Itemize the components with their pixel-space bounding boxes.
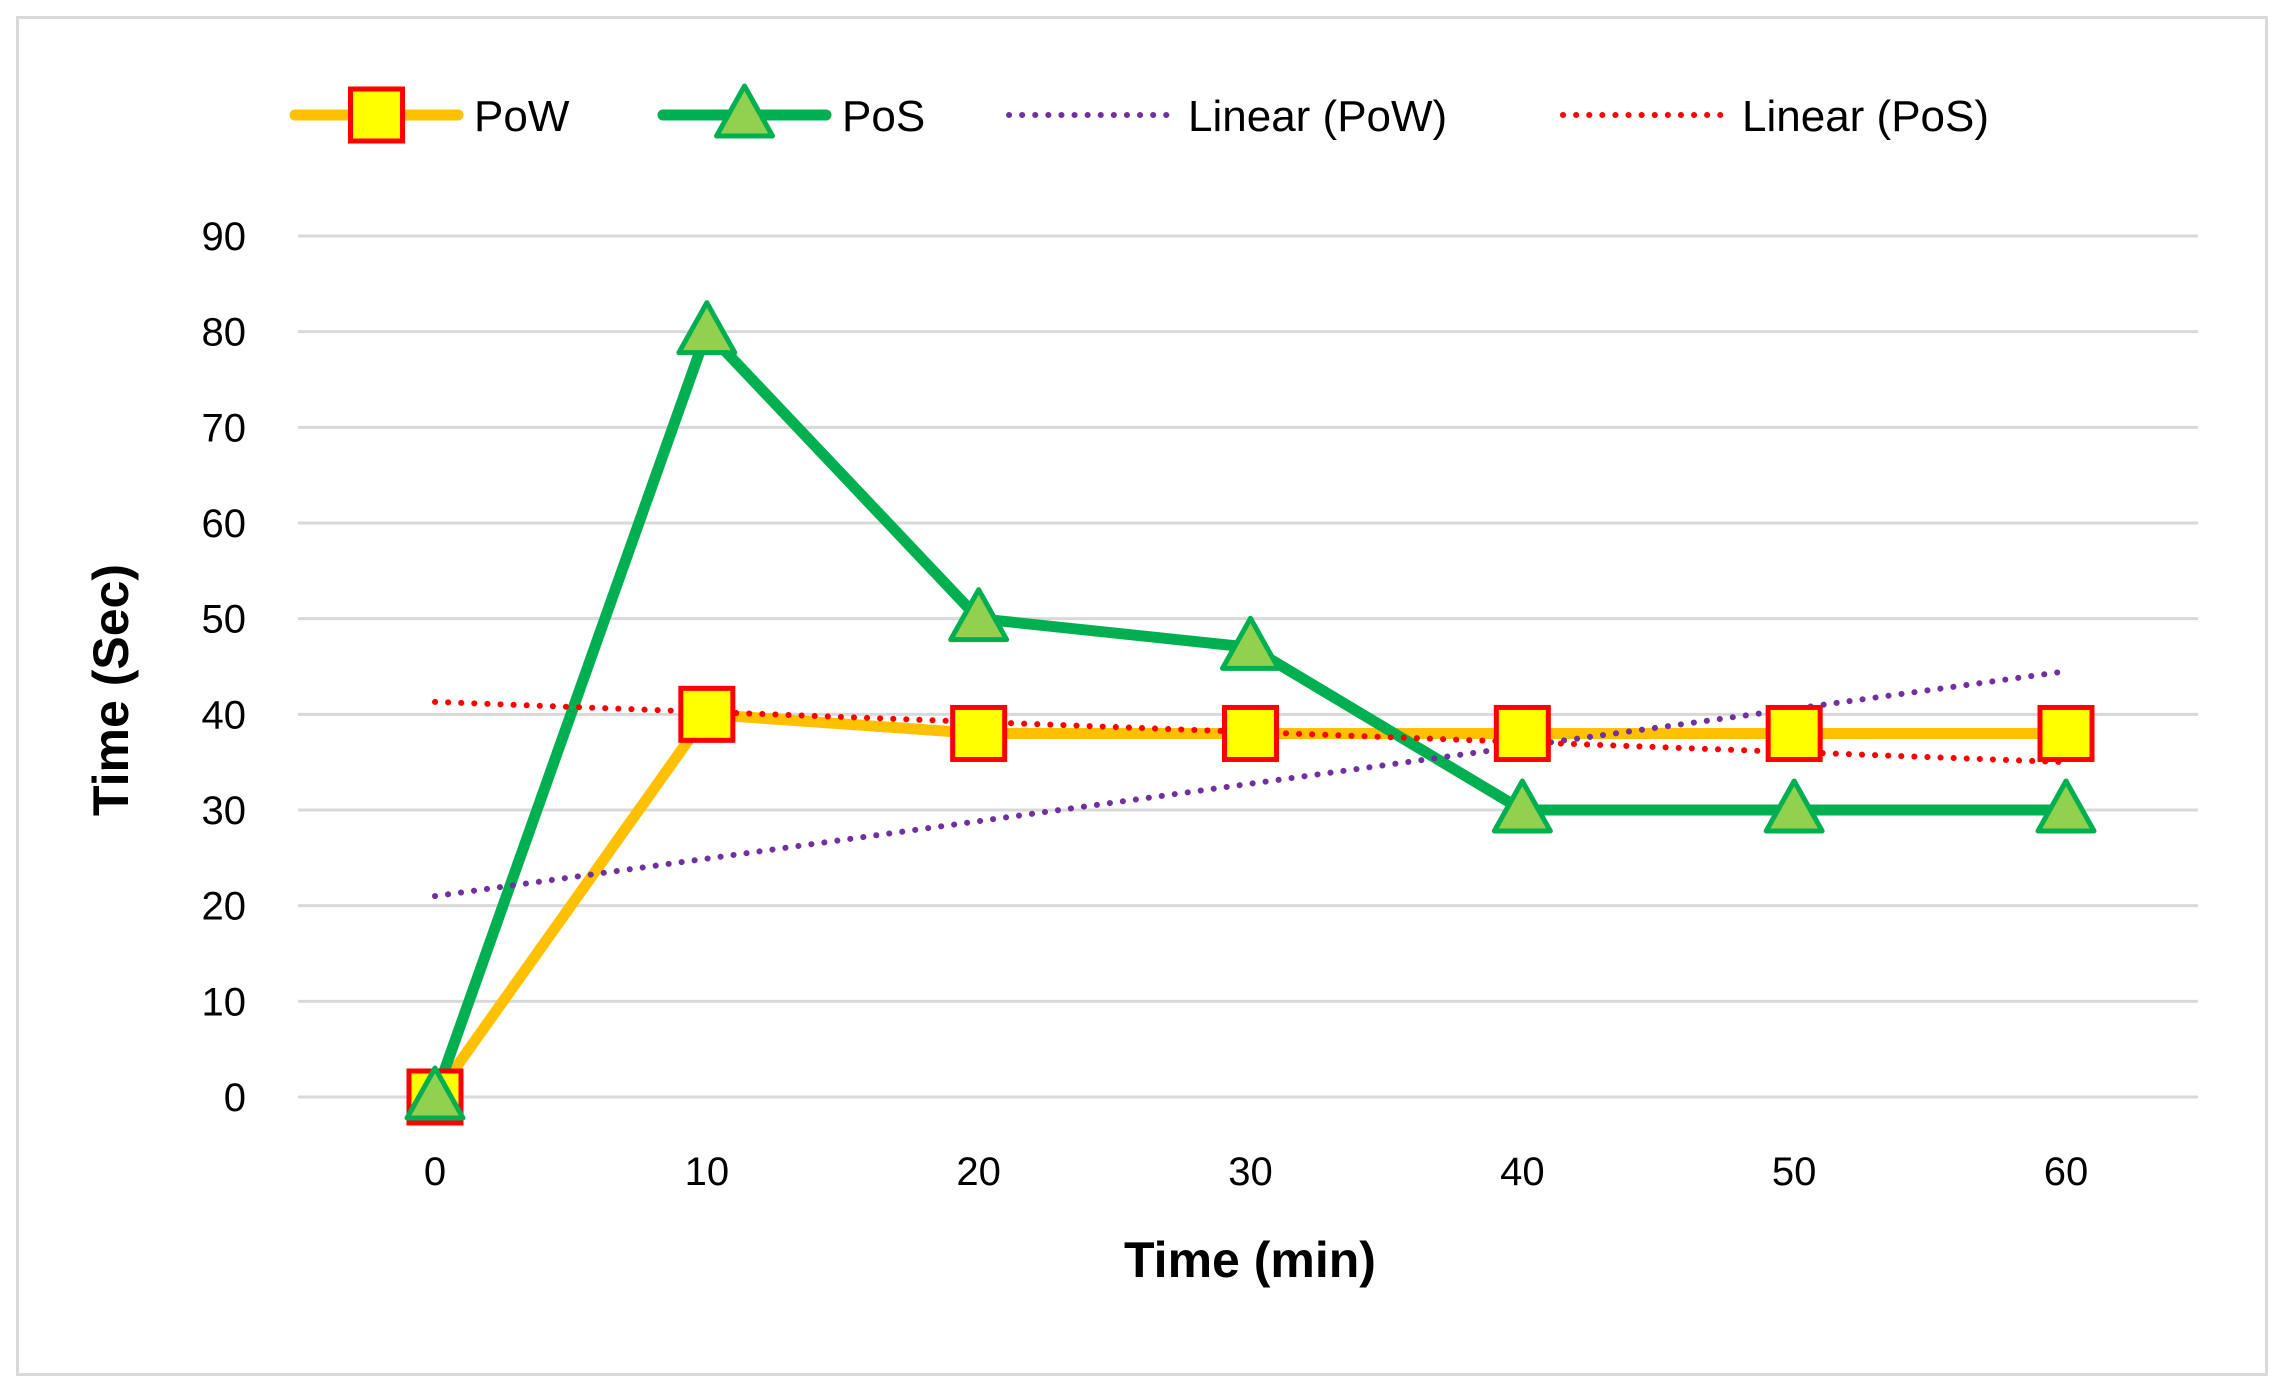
data-point-pos: [676, 300, 738, 356]
legend-item: Linear (PoS): [1560, 92, 1989, 141]
y-tick-label: 90: [202, 215, 247, 259]
legend-marker: [348, 86, 405, 144]
legend-item: PoS: [657, 83, 925, 141]
y-tick-label: 20: [202, 885, 247, 929]
y-tick-label: 50: [202, 598, 247, 642]
gridlines: [298, 234, 2198, 1099]
y-axis-title: Time (Sec): [83, 564, 139, 816]
x-tick-label: 0: [424, 1150, 446, 1194]
legend-label: PoW: [474, 92, 570, 141]
data-point-pow: [1493, 704, 1551, 762]
legend-item: PoW: [289, 86, 570, 144]
y-tick-label: 30: [202, 789, 247, 833]
data-point-pos: [948, 587, 1010, 643]
y-tick-label: 0: [224, 1076, 246, 1120]
x-tick-label: 40: [1500, 1150, 1545, 1194]
data-point-pow: [1765, 704, 1823, 762]
x-tick-label: 30: [1228, 1150, 1273, 1194]
y-tick-label: 70: [202, 406, 247, 450]
chart-frame: [16, 16, 2268, 1376]
x-tick-label: 60: [2044, 1150, 2089, 1194]
trendline-pow: [432, 668, 2069, 900]
marker-layer: [404, 300, 2097, 1126]
y-tick-label: 80: [202, 311, 247, 355]
legend-label: Linear (PoW): [1188, 92, 1447, 141]
data-point-pow: [950, 704, 1008, 762]
legend-label: Linear (PoS): [1742, 92, 1989, 141]
y-tick-label: 40: [202, 693, 247, 737]
data-point-pos: [1763, 778, 1825, 834]
data-point-pow: [678, 685, 736, 743]
data-point-pos: [1220, 615, 1281, 671]
x-tick-labels: 0 10 20 30 40 50 60: [424, 1150, 2088, 1194]
legend: PoW PoS Linear (PoW) Linear (PoS): [289, 83, 1989, 144]
y-tick-label: 60: [202, 502, 247, 546]
data-point-pos: [404, 1065, 466, 1121]
x-tick-label: 50: [1772, 1150, 1817, 1194]
x-tick-label: 10: [685, 1150, 730, 1194]
data-point-pos: [2035, 778, 2097, 834]
data-point-pow: [2037, 704, 2095, 762]
data-point-pow: [1222, 704, 1279, 762]
legend-label: PoS: [842, 92, 925, 141]
legend-item: Linear (PoW): [1006, 92, 1447, 141]
x-axis-title: Time (min): [1124, 1232, 1376, 1288]
y-tick-labels: 0 10 20 30 40 50 60 70 80 90: [202, 215, 247, 1120]
y-tick-label: 10: [202, 980, 247, 1024]
legend-marker: [714, 83, 775, 139]
x-tick-label: 20: [956, 1150, 1001, 1194]
data-point-pos: [1491, 778, 1553, 834]
